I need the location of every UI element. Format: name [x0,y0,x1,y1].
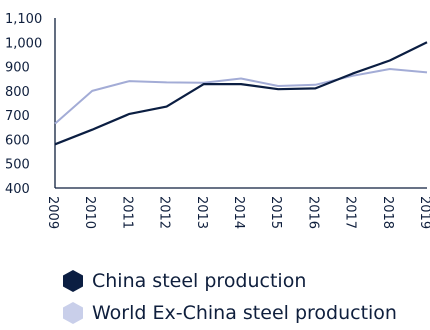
series-lines [54,41,428,146]
y-tick-label: 900 [5,61,30,76]
x-tick-label: 2019 [417,196,430,229]
x-tick-label: 2015 [268,196,283,229]
x-tick-label: 2013 [194,196,209,229]
x-tick-label: 2010 [82,196,97,229]
legend-label-world-ex-china: World Ex-China steel production [92,302,397,324]
y-axis-ticks: 1,100 1,000 900 800 700 600 500 400 [5,12,42,197]
y-tick-label: 600 [5,133,30,148]
y-tick-label: 700 [5,109,30,124]
x-tick-label: 2011 [119,196,134,229]
x-axis-ticks: 2009 2010 2011 2012 2013 2014 2015 2016 2017 2018… [45,196,430,229]
x-tick-label: 2016 [305,196,320,229]
y-tick-label: 1,100 [5,12,42,27]
y-tick-label: 1,000 [5,36,42,51]
x-tick-label: 2014 [231,196,246,229]
hexagon-icon [63,302,83,324]
legend-item-china: China steel production [62,266,397,296]
legend-label-china: China steel production [92,270,307,292]
steel-production-chart: 1,100 1,000 900 800 700 600 500 400 2009 2010 201… [5,12,430,229]
y-tick-label: 500 [5,158,30,173]
world-ex-china-series-line [54,68,428,125]
x-tick-label: 2017 [343,196,358,229]
x-tick-label: 2012 [157,196,172,229]
x-tick-label: 2018 [380,196,395,229]
x-tick-label: 2009 [45,196,60,229]
hexagon-icon [63,270,83,292]
y-tick-label: 400 [5,182,30,197]
legend-item-world-ex-china: World Ex-China steel production [62,298,397,328]
china-series-line [54,41,428,146]
y-tick-label: 800 [5,85,30,100]
legend: China steel production World Ex-China st… [62,266,397,330]
